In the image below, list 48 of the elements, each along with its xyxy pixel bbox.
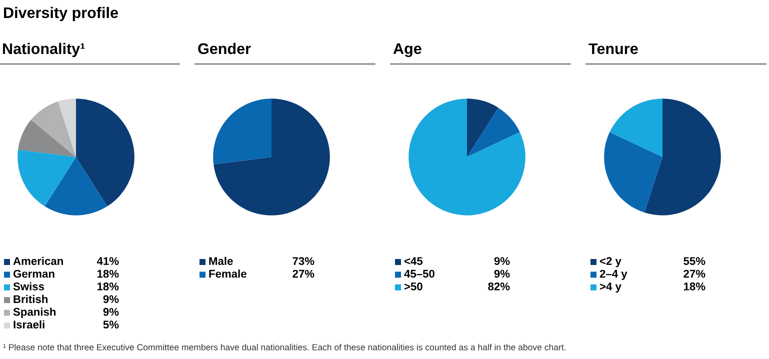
pie-slice [644,98,721,216]
legend-label: Male [209,256,233,265]
data-label: 18% [97,270,119,278]
chart-title: Gender [198,42,251,54]
pie-slice [467,108,520,157]
pie-slice [467,98,498,157]
text: Diversity profile [4,6,118,22]
data-label: 73% [292,257,314,265]
data-label: 9% [494,257,510,265]
legend-label: British [14,294,48,304]
legend-label: <45 [404,257,423,265]
pie-slice [408,98,526,216]
legend-label: >4 y [600,282,622,293]
data-label: 41% [96,257,119,265]
pie-slice [44,157,108,216]
pie-slice [58,98,76,157]
pie-slice [213,98,272,164]
legend-label: <2 y [600,257,622,268]
data-label: 82% [488,282,510,290]
data-label: 9% [494,270,510,278]
pie-slice [18,120,76,157]
chart-title: Nationality¹ [3,42,85,58]
pie-slice [610,98,662,157]
pie-slice [31,101,76,157]
legend-label: Spanish [13,308,56,318]
chart-title: Tenure [588,43,638,54]
legend-label: >50 [404,282,422,290]
pie-slice [18,150,76,206]
legend-label: Israeli [14,320,44,328]
data-label: 9% [103,295,119,304]
pie-slice [604,132,662,213]
legend-label: 45–50 [404,270,434,278]
legend-label: German [13,270,54,278]
legend-label: Swiss [13,282,44,290]
data-label: 27% [292,270,314,278]
text: ¹ Please note that three Executive Committee members have dual nationalities. Each of these nationalities is counted as a half in the above chart. [3,344,566,350]
legend-label: 2–4 y [600,270,628,280]
data-label: 27% [684,270,706,278]
chart-title: Age [393,43,422,58]
data-label: 18% [97,282,119,290]
legend-label: American [13,256,63,265]
data-label: 18% [684,282,706,290]
pie-slice [214,98,330,216]
pie-slice [76,98,134,206]
data-label: 9% [103,308,119,316]
legend-label: Female [209,270,246,278]
data-label: 5% [103,320,119,328]
data-label: 55% [684,257,706,265]
